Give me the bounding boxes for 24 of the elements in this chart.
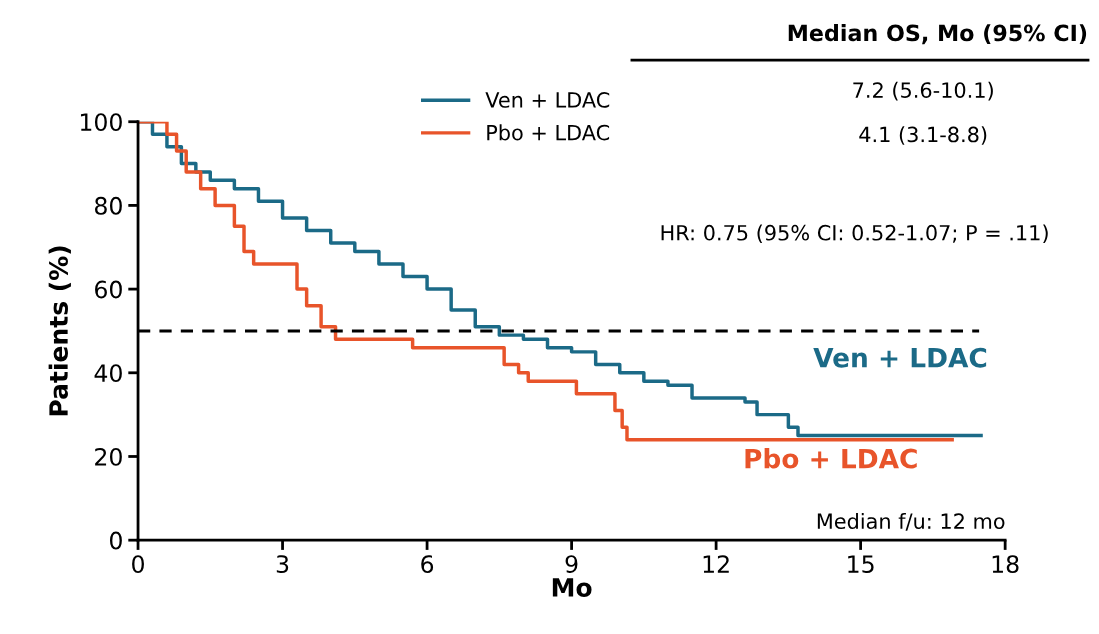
x-tick-label: 0 (132, 555, 144, 574)
y-tick-label: 40 (94, 364, 122, 383)
x-tick-label: 12 (703, 555, 729, 573)
x-tick-label: 18 (992, 555, 1019, 574)
x-tick-label: 6 (421, 555, 434, 574)
annotation: Median f/u: 12 mo (817, 512, 1005, 531)
text: 7.2 (5.6-10.1) (853, 81, 993, 101)
text: Median OS, Mo (95% CI) (788, 24, 1087, 45)
annotation: HR: 0.75 (95% CI: 0.52-1.07; P = .11) (661, 224, 1048, 244)
text: Pbo + LDAC (745, 448, 917, 469)
x-tick-label: 9 (565, 555, 578, 574)
x-axis-title: Mo (552, 578, 592, 597)
legend-label: Pbo + LDAC (487, 124, 610, 141)
y-tick-label: 80 (95, 196, 122, 215)
y-tick-label: 0 (109, 531, 122, 550)
y-tick-label: 60 (95, 280, 122, 299)
x-tick-label: 3 (276, 555, 289, 574)
y-tick-label: 100 (80, 113, 122, 132)
y-tick-label: 20 (95, 447, 122, 466)
annotation: 4.1 (3.1-8.8) (859, 126, 987, 145)
y-axis-title: Patients (%) (48, 246, 71, 416)
legend-label: Ven + LDAC (485, 92, 610, 108)
text: Ven + LDAC (813, 347, 987, 368)
x-tick-label: 15 (848, 555, 874, 574)
